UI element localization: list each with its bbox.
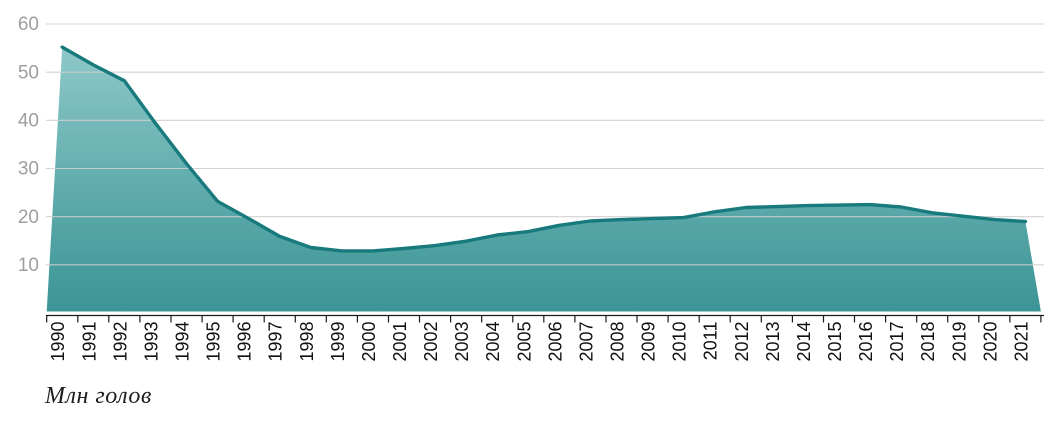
x-axis-label: 1997 (266, 322, 286, 362)
axis-unit-caption: Млн голов (45, 383, 152, 409)
x-axis-label: 1996 (235, 322, 255, 362)
x-axis-label: 2017 (887, 322, 907, 362)
x-axis-label: 2016 (856, 322, 876, 362)
x-axis-label: 2011 (701, 322, 721, 361)
x-axis-label: 2020 (980, 322, 1000, 362)
x-axis-label: 2019 (949, 322, 969, 362)
x-axis-label: 1994 (173, 322, 193, 362)
x-axis-label: 1993 (141, 322, 161, 362)
x-axis-label: 2008 (608, 322, 628, 362)
x-axis-label: 2002 (421, 322, 441, 362)
x-axis-label: 2006 (545, 322, 565, 362)
x-axis-label: 2001 (390, 322, 410, 362)
x-axis-label: 2018 (918, 322, 938, 362)
x-axis-label: 2003 (452, 322, 472, 362)
x-axis-label: 1999 (328, 322, 348, 362)
x-axis-label: 1990 (48, 322, 68, 362)
x-axis-label: 1998 (297, 322, 317, 362)
y-axis-label: 40 (18, 111, 39, 132)
x-axis-label: 1992 (110, 322, 130, 362)
area-series (46, 47, 1041, 312)
x-axis-label: 2015 (825, 322, 845, 362)
x-axis-label: 1995 (204, 322, 224, 362)
x-axis-label: 2007 (576, 322, 596, 362)
x-axis-label: 2014 (794, 322, 814, 362)
y-axis-label: 10 (18, 255, 39, 276)
y-axis-label: 30 (18, 159, 39, 180)
x-axis-label: 2004 (483, 322, 503, 362)
x-axis-label: 1991 (79, 322, 99, 362)
x-axis-label: 2021 (1011, 322, 1031, 362)
x-axis-label: 2005 (514, 322, 534, 362)
y-axis-label: 50 (18, 62, 39, 83)
x-axis-label: 2012 (732, 322, 752, 362)
y-axis-label: 20 (18, 207, 39, 228)
x-axis-label: 2000 (359, 322, 379, 362)
y-axis-label: 60 (18, 14, 39, 35)
x-axis-label: 2013 (763, 322, 783, 362)
series-line (60, 45, 1028, 253)
x-axis-label: 2010 (670, 322, 690, 362)
x-axis-label: 2009 (639, 322, 659, 362)
